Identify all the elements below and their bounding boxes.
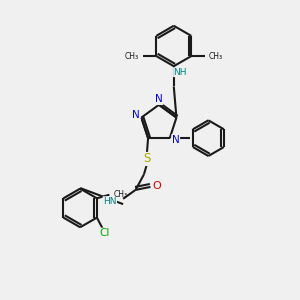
Text: N: N — [155, 94, 163, 104]
Text: CH₃: CH₃ — [209, 52, 223, 61]
Text: Cl: Cl — [99, 228, 110, 238]
Text: HN: HN — [103, 197, 117, 206]
Text: CH₃: CH₃ — [114, 190, 128, 199]
Text: NH: NH — [174, 68, 187, 76]
Text: S: S — [143, 152, 151, 166]
Text: CH₃: CH₃ — [124, 52, 138, 61]
Text: N: N — [172, 135, 180, 145]
Text: O: O — [152, 181, 161, 191]
Text: N: N — [132, 110, 140, 120]
